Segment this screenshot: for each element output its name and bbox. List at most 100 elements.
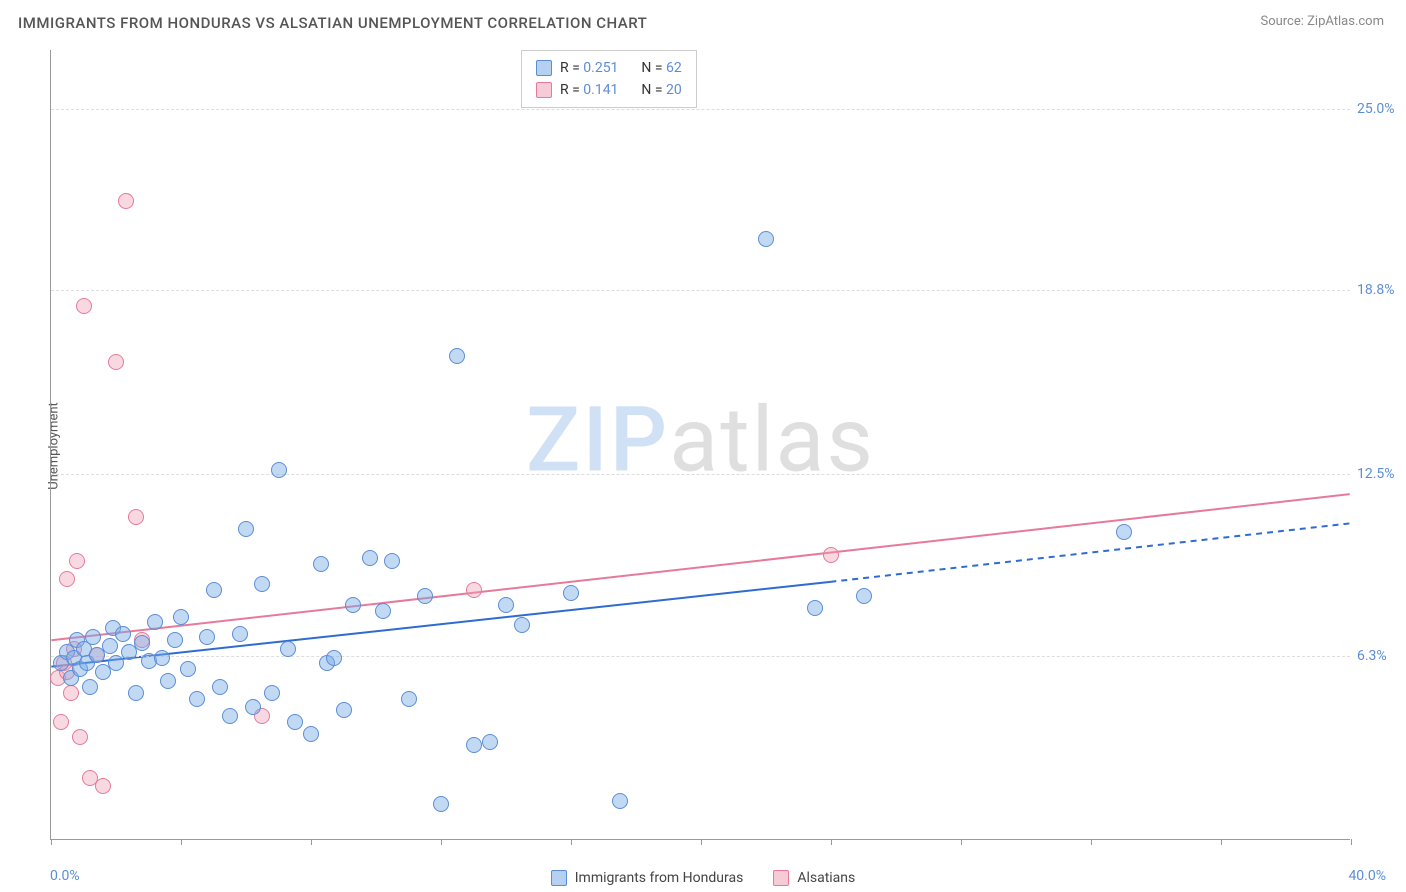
legend-r: R = 0.141 (560, 79, 618, 101)
scatter-point-pink (63, 685, 79, 701)
scatter-point-pink (59, 571, 75, 587)
gridline (51, 656, 1350, 657)
plot-area: ZIPatlas R = 0.251 N = 62 R = 0.141 N = … (50, 50, 1350, 840)
x-tick (441, 839, 442, 845)
x-tick (1351, 839, 1352, 845)
scatter-point-blue (264, 685, 280, 701)
legend-item: Immigrants from Honduras (551, 870, 744, 886)
scatter-point-blue (362, 550, 378, 566)
scatter-point-blue (180, 661, 196, 677)
x-tick (311, 839, 312, 845)
scatter-point-blue (85, 629, 101, 645)
scatter-point-blue (134, 635, 150, 651)
scatter-point-pink (72, 729, 88, 745)
scatter-point-pink (128, 509, 144, 525)
scatter-point-blue (245, 699, 261, 715)
legend-swatch (536, 82, 552, 98)
scatter-point-blue (108, 655, 124, 671)
gridline (51, 109, 1350, 110)
legend-stats: R = 0.251 N = 62 R = 0.141 N = 20 (521, 50, 697, 108)
scatter-point-pink (118, 193, 134, 209)
scatter-point-blue (222, 708, 238, 724)
scatter-point-blue (115, 626, 131, 642)
source-attribution: Source: ZipAtlas.com (1260, 14, 1384, 29)
scatter-point-blue (147, 614, 163, 630)
scatter-point-blue (758, 231, 774, 247)
scatter-point-blue (128, 685, 144, 701)
scatter-point-pink (108, 354, 124, 370)
scatter-point-pink (823, 547, 839, 563)
scatter-point-blue (173, 609, 189, 625)
scatter-point-blue (313, 556, 329, 572)
scatter-point-blue (303, 726, 319, 742)
legend-stat-row: R = 0.251 N = 62 (536, 57, 682, 79)
scatter-point-blue (417, 588, 433, 604)
x-tick (51, 839, 52, 845)
trend-lines (51, 50, 1350, 839)
y-tick-label: 12.5% (1357, 466, 1406, 482)
scatter-point-blue (449, 348, 465, 364)
legend-n: N = 20 (641, 79, 681, 101)
scatter-point-blue (206, 582, 222, 598)
legend-label: Immigrants from Honduras (575, 870, 744, 886)
scatter-point-blue (102, 638, 118, 654)
legend-swatch (773, 870, 789, 886)
legend-label: Alsatians (797, 870, 855, 886)
scatter-point-blue (466, 737, 482, 753)
x-tick (1221, 839, 1222, 845)
scatter-point-blue (563, 585, 579, 601)
legend-series: Immigrants from Honduras Alsatians (0, 870, 1406, 886)
y-tick-label: 18.8% (1357, 282, 1406, 298)
scatter-point-blue (375, 603, 391, 619)
scatter-point-pink (76, 298, 92, 314)
scatter-point-blue (482, 734, 498, 750)
legend-n: N = 62 (641, 57, 681, 79)
scatter-point-blue (612, 793, 628, 809)
y-tick-label: 25.0% (1357, 101, 1406, 117)
gridline (51, 474, 1350, 475)
scatter-point-blue (498, 597, 514, 613)
gridline (51, 290, 1350, 291)
scatter-point-blue (336, 702, 352, 718)
legend-swatch (536, 60, 552, 76)
x-tick (181, 839, 182, 845)
scatter-point-blue (82, 679, 98, 695)
legend-item: Alsatians (773, 870, 855, 886)
legend-r: R = 0.251 (560, 57, 618, 79)
scatter-point-blue (433, 796, 449, 812)
scatter-point-blue (384, 553, 400, 569)
scatter-point-blue (238, 521, 254, 537)
x-tick (701, 839, 702, 845)
scatter-point-blue (514, 617, 530, 633)
scatter-point-blue (154, 650, 170, 666)
x-tick (1091, 839, 1092, 845)
scatter-point-blue (232, 626, 248, 642)
legend-stat-row: R = 0.141 N = 20 (536, 79, 682, 101)
scatter-point-blue (807, 600, 823, 616)
scatter-point-pink (69, 553, 85, 569)
scatter-point-blue (287, 714, 303, 730)
scatter-point-blue (212, 679, 228, 695)
scatter-point-blue (167, 632, 183, 648)
scatter-point-pink (95, 778, 111, 794)
legend-swatch (551, 870, 567, 886)
scatter-point-blue (254, 576, 270, 592)
x-tick (571, 839, 572, 845)
y-tick-label: 6.3% (1357, 648, 1406, 664)
scatter-point-blue (856, 588, 872, 604)
x-tick (961, 839, 962, 845)
scatter-point-pink (466, 582, 482, 598)
scatter-point-blue (1116, 524, 1132, 540)
scatter-point-blue (280, 641, 296, 657)
scatter-point-blue (199, 629, 215, 645)
scatter-point-blue (189, 691, 205, 707)
scatter-point-blue (271, 462, 287, 478)
scatter-point-blue (345, 597, 361, 613)
chart-title: IMMIGRANTS FROM HONDURAS VS ALSATIAN UNE… (18, 14, 647, 32)
scatter-point-blue (326, 650, 342, 666)
scatter-point-pink (53, 714, 69, 730)
watermark: ZIPatlas (526, 387, 875, 492)
x-tick (831, 839, 832, 845)
scatter-point-blue (401, 691, 417, 707)
scatter-point-blue (160, 673, 176, 689)
